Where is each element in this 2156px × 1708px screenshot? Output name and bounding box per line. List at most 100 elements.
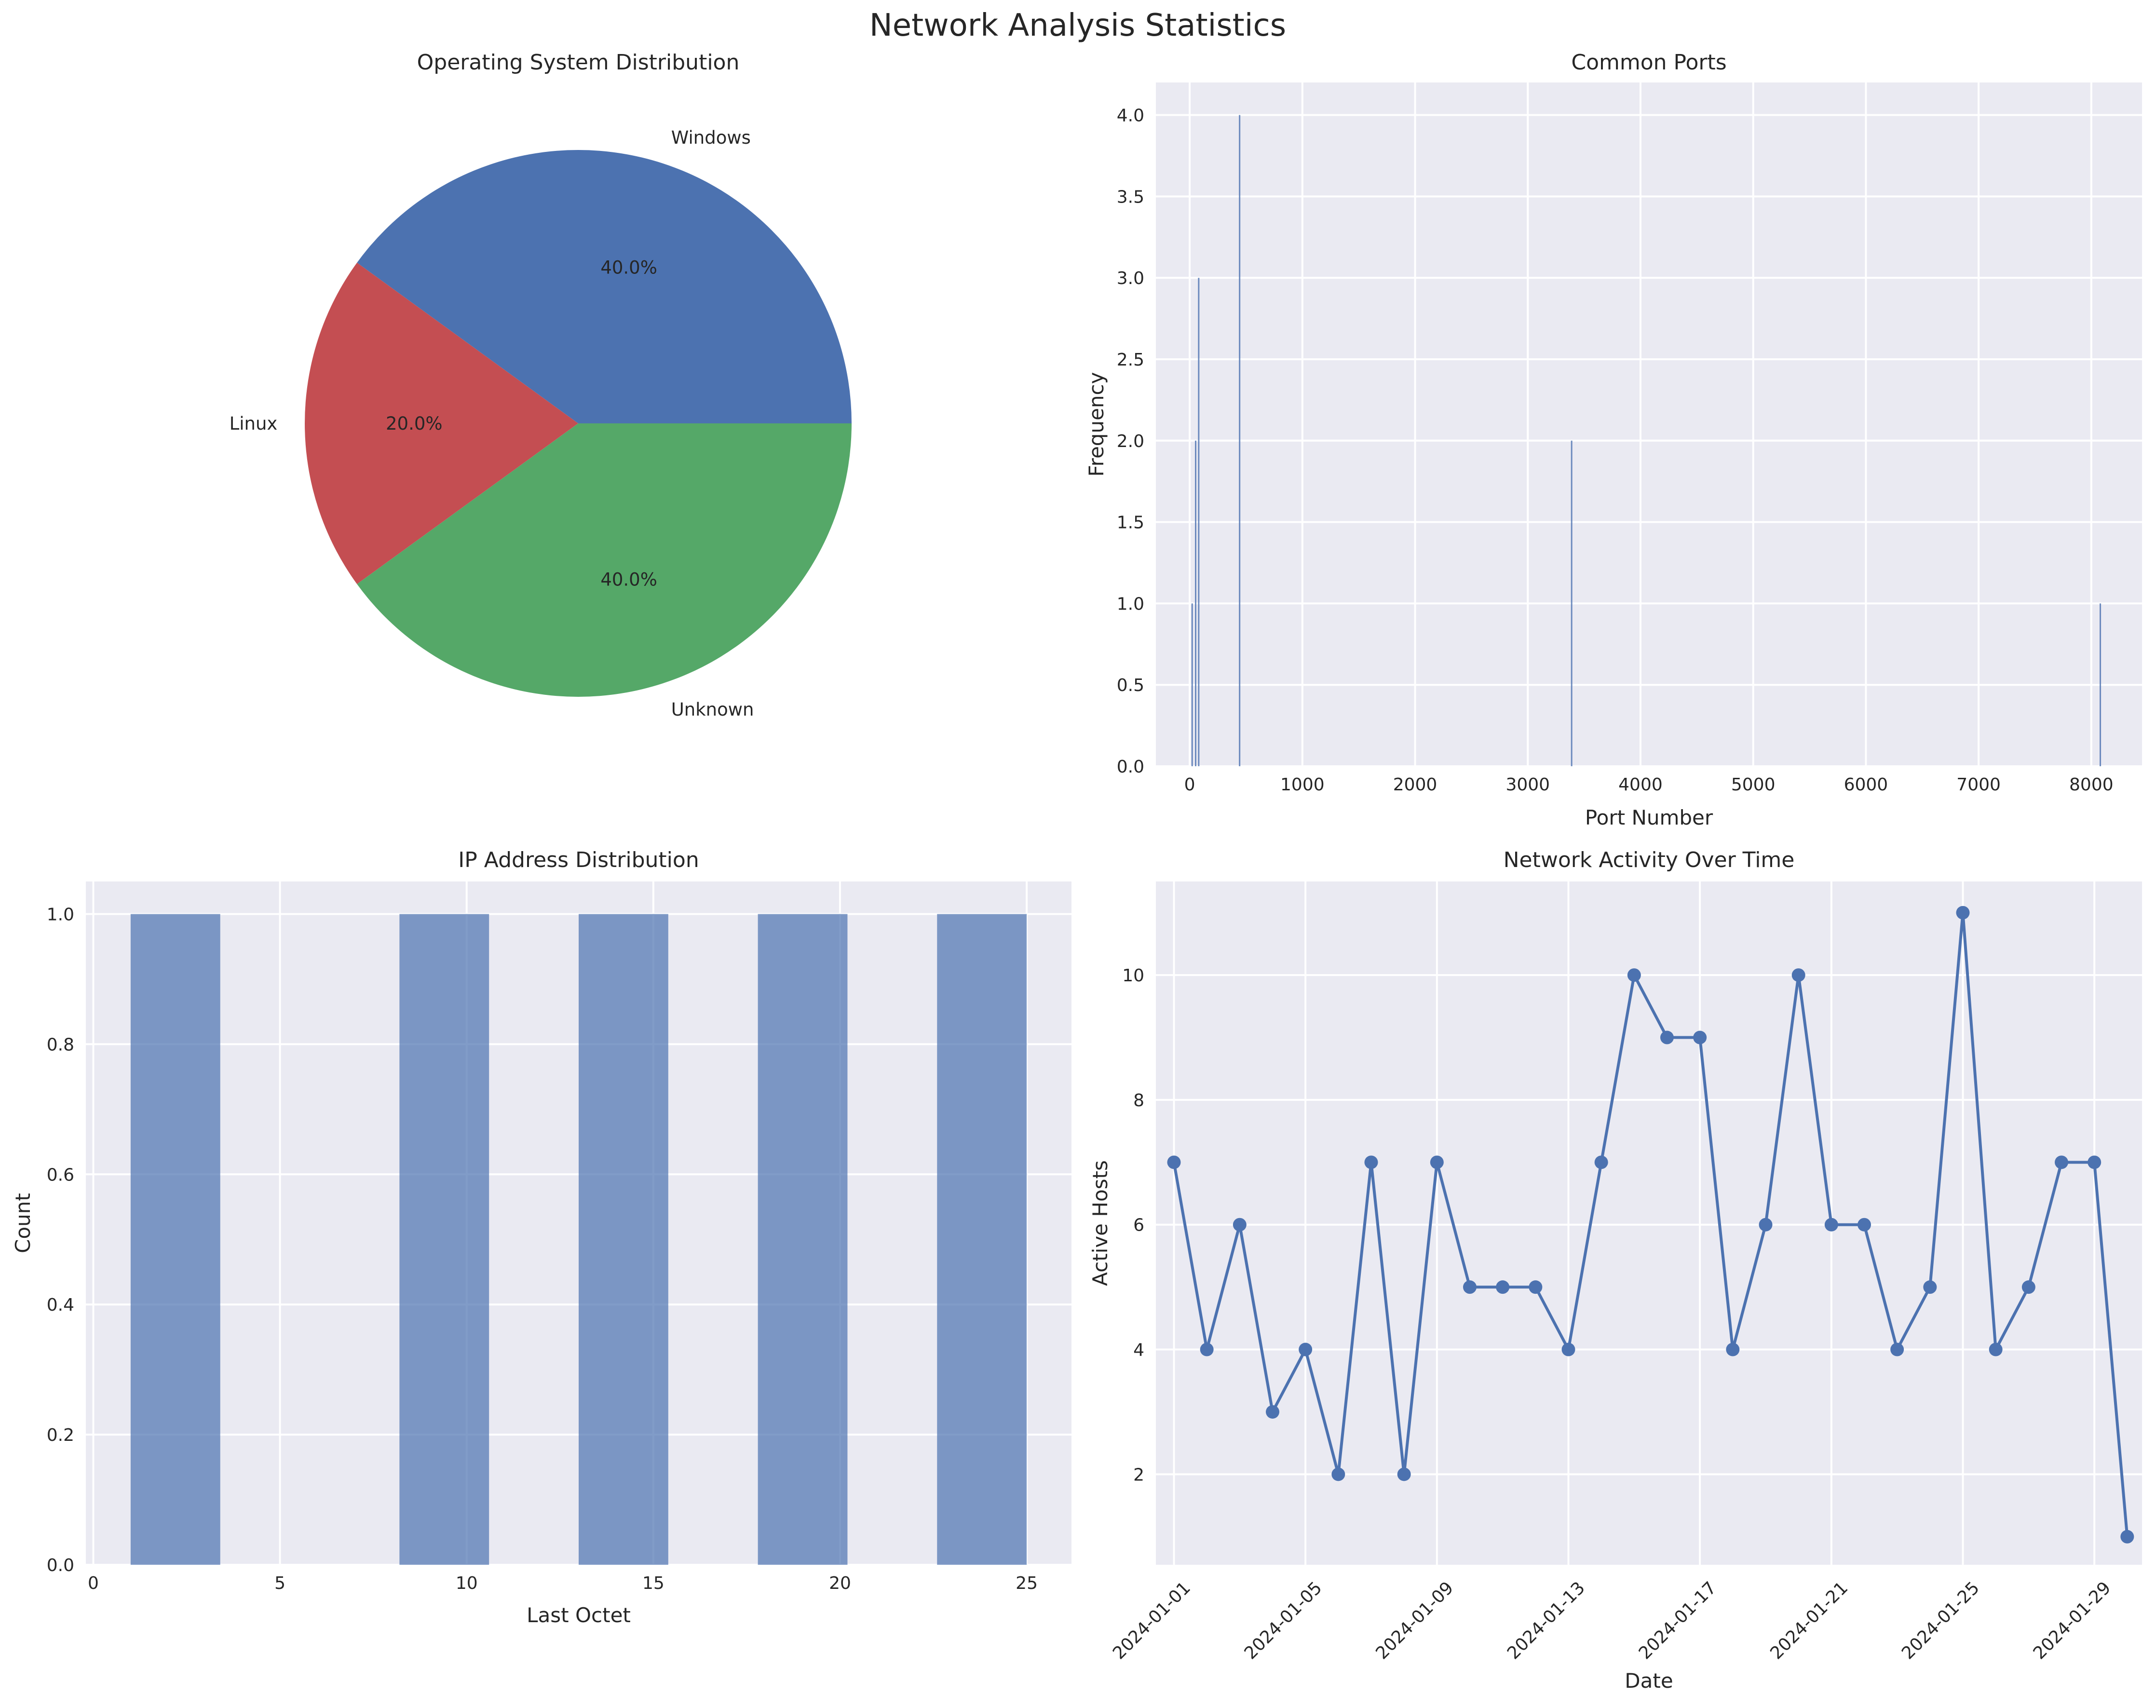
ip-title: IP Address Distribution — [458, 848, 699, 872]
ports-x-tick: 7000 — [1956, 775, 2001, 795]
pie-pct-unknown: 40.0% — [600, 569, 657, 590]
ports-y-tick: 1.5 — [1117, 513, 1144, 533]
activity-point-2024-01-28 — [2054, 1155, 2068, 1169]
activity-y-tick: 10 — [1122, 966, 1144, 986]
activity-point-2024-01-10 — [1463, 1280, 1477, 1294]
ports-bar-53 — [1195, 440, 1197, 766]
activity-x-tick: 2024-01-13 — [1504, 1578, 1589, 1663]
activity-plot-area — [1156, 881, 2142, 1565]
ports-y-label: Frequency — [1085, 372, 1108, 477]
ip-y-tick: 1.0 — [47, 905, 74, 924]
activity-x-tick: 2024-01-05 — [1241, 1578, 1326, 1663]
ports-y-tick: 2.0 — [1117, 432, 1144, 451]
figure-title: Network Analysis Statistics — [869, 8, 1286, 43]
ports-x-tick: 5000 — [1731, 775, 1776, 795]
pie-label-linux: Linux — [230, 413, 278, 434]
activity-point-2024-01-26 — [1989, 1342, 2003, 1356]
activity-point-2024-01-07 — [1364, 1155, 1378, 1169]
pie-pct-windows: 40.0% — [600, 257, 657, 278]
activity-point-2024-01-06 — [1331, 1467, 1345, 1481]
ip-bar-1 — [399, 914, 489, 1565]
ip-bar-0 — [130, 914, 220, 1565]
activity-point-2024-01-05 — [1299, 1342, 1313, 1356]
ports-x-tick: 4000 — [1618, 775, 1663, 795]
ip-x-tick: 20 — [829, 1573, 851, 1593]
ip-y-tick: 0.8 — [47, 1035, 74, 1055]
ports-x-tick: 3000 — [1505, 775, 1550, 795]
activity-title: Network Activity Over Time — [1504, 848, 1795, 872]
activity-y-tick: 2 — [1133, 1465, 1144, 1485]
ports-x-label: Port Number — [1585, 806, 1713, 829]
ip-bar-2 — [579, 914, 668, 1565]
ip-y-tick: 0.2 — [47, 1425, 74, 1445]
ip-y-tick: 0.0 — [47, 1556, 74, 1575]
ports-title: Common Ports — [1571, 50, 1726, 75]
activity-y-label: Active Hosts — [1088, 1160, 1112, 1286]
activity-point-2024-01-15 — [1627, 968, 1641, 982]
pie-pct-linux: 20.0% — [386, 413, 443, 434]
ports-bar-3389 — [1571, 440, 1573, 766]
activity-point-2024-01-11 — [1496, 1280, 1510, 1294]
activity-point-2024-01-22 — [1857, 1218, 1871, 1232]
activity-point-2024-01-25 — [1956, 906, 1970, 920]
activity-point-2024-01-08 — [1397, 1467, 1411, 1481]
activity-point-2024-01-14 — [1594, 1155, 1608, 1169]
activity-y-tick: 4 — [1133, 1341, 1144, 1360]
pie-slice-linux — [305, 262, 578, 584]
ports-y-tick: 4.0 — [1117, 106, 1144, 126]
ports-bar-443 — [1239, 115, 1241, 766]
activity-point-2024-01-03 — [1233, 1218, 1247, 1232]
activity-point-2024-01-21 — [1824, 1218, 1838, 1232]
activity-point-2024-01-12 — [1529, 1280, 1543, 1294]
activity-x-tick: 2024-01-29 — [2030, 1578, 2115, 1663]
ports-y-tick: 2.5 — [1117, 350, 1144, 370]
activity-point-2024-01-16 — [1660, 1030, 1674, 1044]
activity-point-2024-01-13 — [1561, 1342, 1575, 1356]
os-distribution-chart: Operating System Distribution Windows 40.0… — [230, 50, 852, 720]
ports-y-tick: 3.0 — [1117, 269, 1144, 288]
pie-title: Operating System Distribution — [417, 50, 740, 75]
ports-bar-8080 — [2100, 603, 2102, 766]
ports-x-tick: 0 — [1184, 775, 1195, 795]
activity-x-tick: 2024-01-17 — [1635, 1578, 1721, 1663]
activity-point-2024-01-19 — [1759, 1218, 1773, 1232]
activity-x-tick: 2024-01-21 — [1766, 1578, 1852, 1663]
activity-point-2024-01-20 — [1791, 968, 1805, 982]
activity-point-2024-01-18 — [1726, 1342, 1740, 1356]
ip-distribution-chart: 0 5 10 15 20 25 0.0 0.2 0.4 0.6 0.8 1.0 IP Address D… — [11, 848, 1071, 1627]
activity-point-2024-01-04 — [1265, 1405, 1279, 1419]
activity-point-2024-01-01 — [1167, 1155, 1181, 1169]
activity-point-2024-01-29 — [2088, 1155, 2102, 1169]
activity-point-2024-01-23 — [1890, 1342, 1904, 1356]
activity-point-2024-01-09 — [1430, 1155, 1444, 1169]
ip-x-label: Last Octet — [527, 1603, 631, 1627]
ports-plot-area — [1156, 82, 2142, 766]
activity-y-tick: 8 — [1133, 1091, 1144, 1111]
common-ports-chart: 0 1000 2000 3000 4000 5000 6000 7000 8000 0.0 0.5 1… — [1085, 50, 2142, 829]
ip-x-tick: 15 — [642, 1573, 664, 1593]
network-activity-chart: 2024-01-01 2024-01-05 2024-01-09 2024-01-13… — [1088, 848, 2142, 1693]
ports-bar-80 — [1198, 278, 1200, 766]
pie-slice-windows — [357, 150, 852, 423]
ip-bar-4 — [937, 914, 1027, 1565]
ports-x-tick: 2000 — [1393, 775, 1437, 795]
ip-y-label: Count — [11, 1193, 35, 1253]
activity-x-tick: 2024-01-09 — [1372, 1578, 1457, 1663]
ports-y-tick: 0.0 — [1117, 757, 1144, 777]
ports-y-tick: 3.5 — [1117, 187, 1144, 207]
ports-x-tick: 6000 — [1844, 775, 1888, 795]
pie-label-windows: Windows — [671, 127, 751, 148]
ip-x-tick: 25 — [1016, 1573, 1038, 1593]
ports-x-tick: 1000 — [1280, 775, 1325, 795]
activity-line — [1172, 911, 2129, 1537]
ip-y-tick: 0.4 — [47, 1295, 74, 1315]
ip-x-tick: 5 — [274, 1573, 285, 1593]
ip-y-tick: 0.6 — [47, 1165, 74, 1185]
activity-x-tick: 2024-01-01 — [1109, 1578, 1194, 1663]
ports-x-tick: 8000 — [2069, 775, 2114, 795]
ip-x-tick: 0 — [88, 1573, 99, 1593]
ports-y-tick: 0.5 — [1117, 676, 1144, 695]
ip-bar-3 — [758, 914, 848, 1565]
activity-point-2024-01-30 — [2120, 1530, 2134, 1544]
pie-label-unknown: Unknown — [671, 699, 754, 720]
